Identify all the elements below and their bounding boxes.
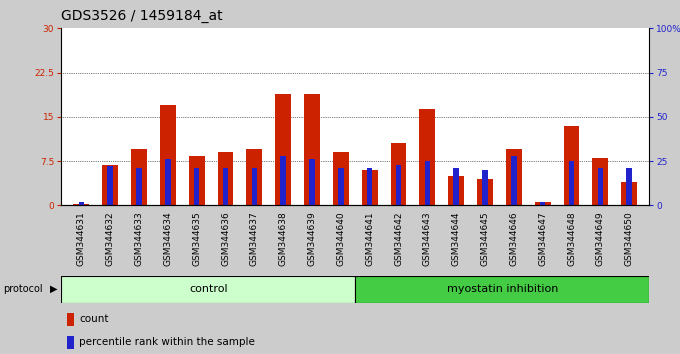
Bar: [61, 276, 355, 303]
Bar: [592, 158, 609, 205]
Bar: [280, 156, 286, 205]
Bar: [338, 168, 343, 205]
Text: myostatin inhibition: myostatin inhibition: [447, 284, 558, 295]
Text: percentile rank within the sample: percentile rank within the sample: [80, 337, 255, 348]
Bar: [598, 168, 603, 205]
Bar: [67, 336, 73, 349]
Bar: [107, 166, 113, 205]
Bar: [420, 109, 435, 205]
Text: count: count: [80, 314, 109, 325]
Bar: [223, 168, 228, 205]
Bar: [568, 161, 575, 205]
Bar: [622, 182, 637, 205]
Bar: [396, 165, 401, 205]
Bar: [626, 168, 632, 205]
Bar: [309, 159, 315, 205]
Bar: [564, 126, 579, 205]
Bar: [160, 105, 176, 205]
Bar: [333, 152, 349, 205]
Bar: [67, 313, 73, 326]
Bar: [73, 204, 89, 205]
Text: protocol: protocol: [3, 284, 43, 294]
Bar: [131, 149, 147, 205]
Bar: [362, 170, 377, 205]
Bar: [189, 156, 205, 205]
Bar: [448, 176, 464, 205]
Bar: [218, 152, 233, 205]
Bar: [454, 168, 459, 205]
Bar: [367, 168, 373, 205]
Bar: [275, 95, 291, 205]
Bar: [252, 168, 257, 205]
Text: ▶: ▶: [50, 284, 57, 294]
Bar: [477, 179, 493, 205]
Bar: [355, 276, 649, 303]
Bar: [482, 170, 488, 205]
Bar: [424, 161, 430, 205]
Bar: [540, 202, 545, 205]
Bar: [511, 156, 517, 205]
Text: GDS3526 / 1459184_at: GDS3526 / 1459184_at: [61, 9, 223, 23]
Bar: [102, 165, 118, 205]
Bar: [165, 159, 171, 205]
Bar: [304, 95, 320, 205]
Text: control: control: [189, 284, 228, 295]
Bar: [534, 202, 551, 205]
Bar: [506, 149, 522, 205]
Bar: [390, 143, 407, 205]
Bar: [79, 202, 84, 205]
Bar: [136, 168, 142, 205]
Bar: [194, 168, 199, 205]
Bar: [246, 149, 262, 205]
